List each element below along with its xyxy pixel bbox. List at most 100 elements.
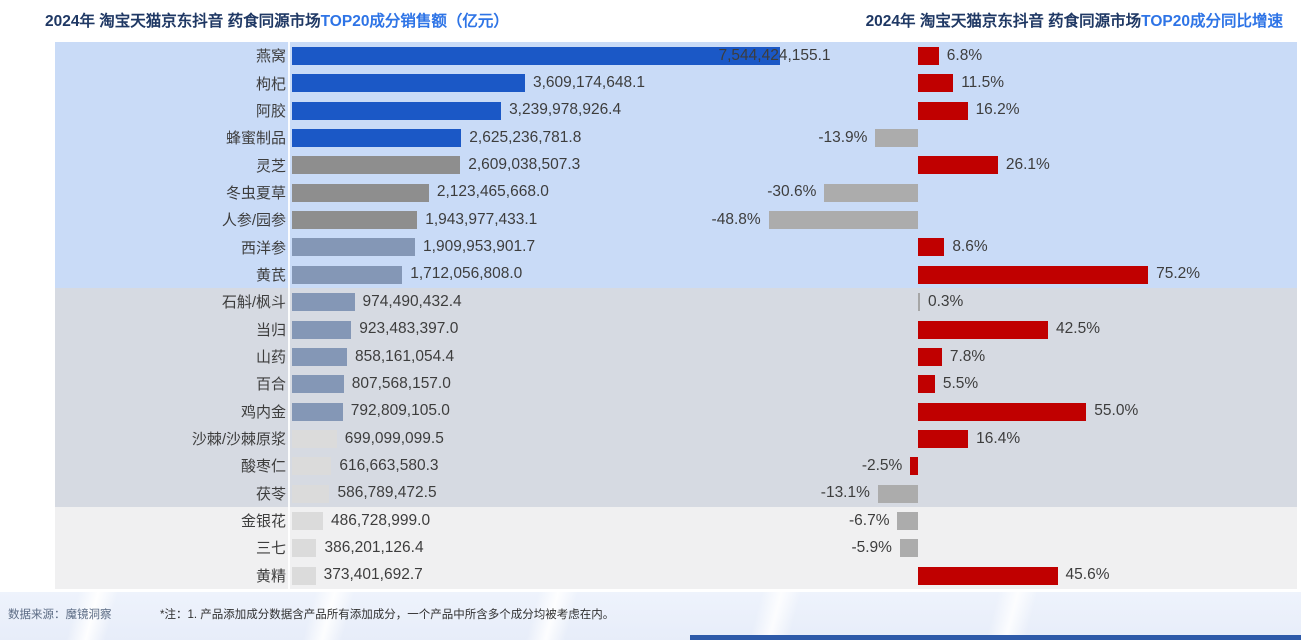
sales-bar [291, 375, 344, 394]
growth-value-label: -48.8% [711, 210, 761, 228]
category-label: 鸡内金 [240, 403, 286, 421]
sales-bar [291, 129, 462, 148]
sales-bar [291, 293, 355, 312]
chart-row: 金银花 486,728,999.0 -6.7% [55, 507, 1297, 534]
chart-row: 茯苓 586,789,472.5 -13.1% [55, 480, 1297, 507]
growth-bar [918, 47, 939, 65]
chart-row: 石斛/枫斗 974,490,432.4 0.3% [55, 288, 1297, 315]
chart-row: 鸡内金 792,809,105.0 55.0% [55, 398, 1297, 425]
growth-value-label: -13.1% [820, 484, 870, 502]
growth-value-label: 5.5% [942, 374, 979, 392]
category-label: 枸杞 [255, 75, 286, 93]
growth-value-label: 45.6% [1065, 566, 1110, 584]
chart-row: 枸杞 3,609,174,648.1 11.5% [55, 69, 1297, 96]
growth-bar [918, 238, 945, 257]
band-bottom-group [55, 507, 1297, 589]
right-title-prefix: 2024年 淘宝天猫京东抖音 药食同源市场 [865, 13, 1142, 30]
growth-value-label: 16.4% [976, 429, 1021, 447]
sales-bar [291, 566, 316, 585]
growth-bar [918, 347, 942, 366]
data-source-label: 数据来源：魔镜洞察 [8, 609, 112, 621]
chart-row: 当归 923,483,397.0 42.5% [55, 316, 1297, 343]
growth-bar [918, 101, 968, 120]
sales-bar [291, 211, 418, 230]
sales-value-label: 1,943,977,433.1 [425, 210, 538, 228]
growth-bar [824, 183, 918, 202]
sales-value-label: 974,490,432.4 [362, 292, 462, 310]
chart-row: 冬虫夏草 2,123,465,668.0 -30.6% [55, 179, 1297, 206]
sales-bar [291, 347, 347, 366]
left-title-prefix: 2024年 淘宝天猫京东抖音 药食同源市场 [45, 13, 321, 30]
category-label: 茯苓 [255, 485, 286, 503]
sales-bar [291, 539, 317, 558]
footer: 数据来源：魔镜洞察 *注：1. 产品添加成分数据含产品所有添加成分，一个产品中所… [0, 592, 1301, 640]
sales-value-label: 699,099,099.5 [344, 429, 444, 447]
sales-bar [291, 47, 780, 65]
category-label: 灵芝 [255, 157, 286, 175]
category-label: 阿胶 [255, 102, 286, 120]
chart-row: 蜂蜜制品 2,625,236,781.8 -13.9% [55, 124, 1297, 151]
right-title-highlight: TOP20成分同比增速 [1141, 13, 1283, 30]
sales-value-label: 3,239,978,926.4 [509, 101, 622, 119]
footnote-label: *注：1. 产品添加成分数据含产品所有添加成分，一个产品中所含多个成分均被考虑在… [160, 609, 615, 621]
chart-row: 黄精 373,401,692.7 45.6% [55, 562, 1297, 589]
left-title-highlight: TOP20成分销售额（亿元） [320, 13, 509, 30]
growth-value-label: 0.3% [928, 292, 964, 310]
chart-row: 百合 807,568,157.0 5.5% [55, 370, 1297, 397]
growth-bar [877, 484, 918, 503]
category-label: 沙棘/沙棘原浆 [191, 431, 286, 449]
growth-value-label: 16.2% [975, 101, 1020, 119]
bottom-decoration-strip [690, 635, 1301, 640]
sales-value-label: 858,161,054.4 [355, 347, 455, 365]
sales-bar [291, 320, 352, 339]
chart-row: 人参/园参 1,943,977,433.1 -48.8% [55, 206, 1297, 233]
chart-row: 酸枣仁 616,663,580.3 -2.5% [55, 452, 1297, 479]
sales-value-label: 373,401,692.7 [323, 566, 423, 584]
category-label: 三七 [255, 540, 286, 558]
growth-value-label: -5.9% [851, 538, 892, 556]
category-label: 当归 [255, 321, 286, 339]
category-label: 石斛/枫斗 [221, 294, 286, 312]
growth-value-label: -13.9% [818, 128, 868, 146]
sales-value-label: 616,663,580.3 [339, 456, 439, 474]
sales-value-label: 2,625,236,781.8 [469, 128, 582, 146]
sales-bar [291, 156, 461, 175]
chart-row: 阿胶 3,239,978,926.4 16.2% [55, 97, 1297, 124]
sales-value-label: 7,544,424,155.1 [718, 46, 831, 64]
category-label: 西洋参 [240, 239, 286, 257]
dual-bar-chart: 燕窝 7,544,424,155.1 6.8% 枸杞 3,609,174,648.1 11… [55, 42, 1297, 589]
growth-value-label: 75.2% [1156, 265, 1201, 283]
category-label: 黄芪 [255, 266, 286, 284]
category-label: 酸枣仁 [240, 458, 286, 476]
growth-bar [918, 429, 969, 448]
growth-value-label: -2.5% [861, 456, 903, 474]
growth-bar [918, 156, 998, 175]
growth-value-label: 6.8% [946, 46, 983, 64]
sales-value-label: 1,712,056,808.0 [410, 265, 523, 283]
sales-value-label: 386,201,126.4 [324, 538, 424, 556]
sales-bar [291, 457, 332, 476]
sales-bar [291, 429, 337, 448]
category-label: 人参/园参 [221, 212, 286, 230]
sales-value-label: 807,568,157.0 [351, 374, 451, 392]
growth-value-label: -6.7% [848, 511, 890, 529]
chart-row: 三七 386,201,126.4 -5.9% [55, 534, 1297, 561]
sales-value-label: 2,123,465,668.0 [436, 183, 549, 201]
growth-bar [875, 129, 918, 148]
sales-chart-axis [288, 42, 290, 589]
right-chart-title: 2024年 淘宝天猫京东抖音 药食同源市场TOP20成分同比增速 [866, 9, 1283, 31]
growth-bar [918, 402, 1087, 421]
category-label: 冬虫夏草 [225, 184, 286, 202]
left-chart-title: 2024年 淘宝天猫京东抖音 药食同源市场TOP20成分销售额（亿元） [45, 9, 509, 31]
sales-bar [291, 511, 323, 530]
growth-value-label: 42.5% [1056, 320, 1100, 338]
growth-value-label: 8.6% [952, 238, 988, 256]
category-label: 山药 [255, 349, 286, 367]
growth-bar [918, 566, 1058, 585]
category-label: 蜂蜜制品 [225, 130, 286, 148]
category-label: 燕窝 [255, 48, 286, 66]
sales-bar [291, 484, 330, 503]
growth-value-label: 26.1% [1005, 156, 1050, 174]
sales-value-label: 923,483,397.0 [359, 320, 459, 338]
